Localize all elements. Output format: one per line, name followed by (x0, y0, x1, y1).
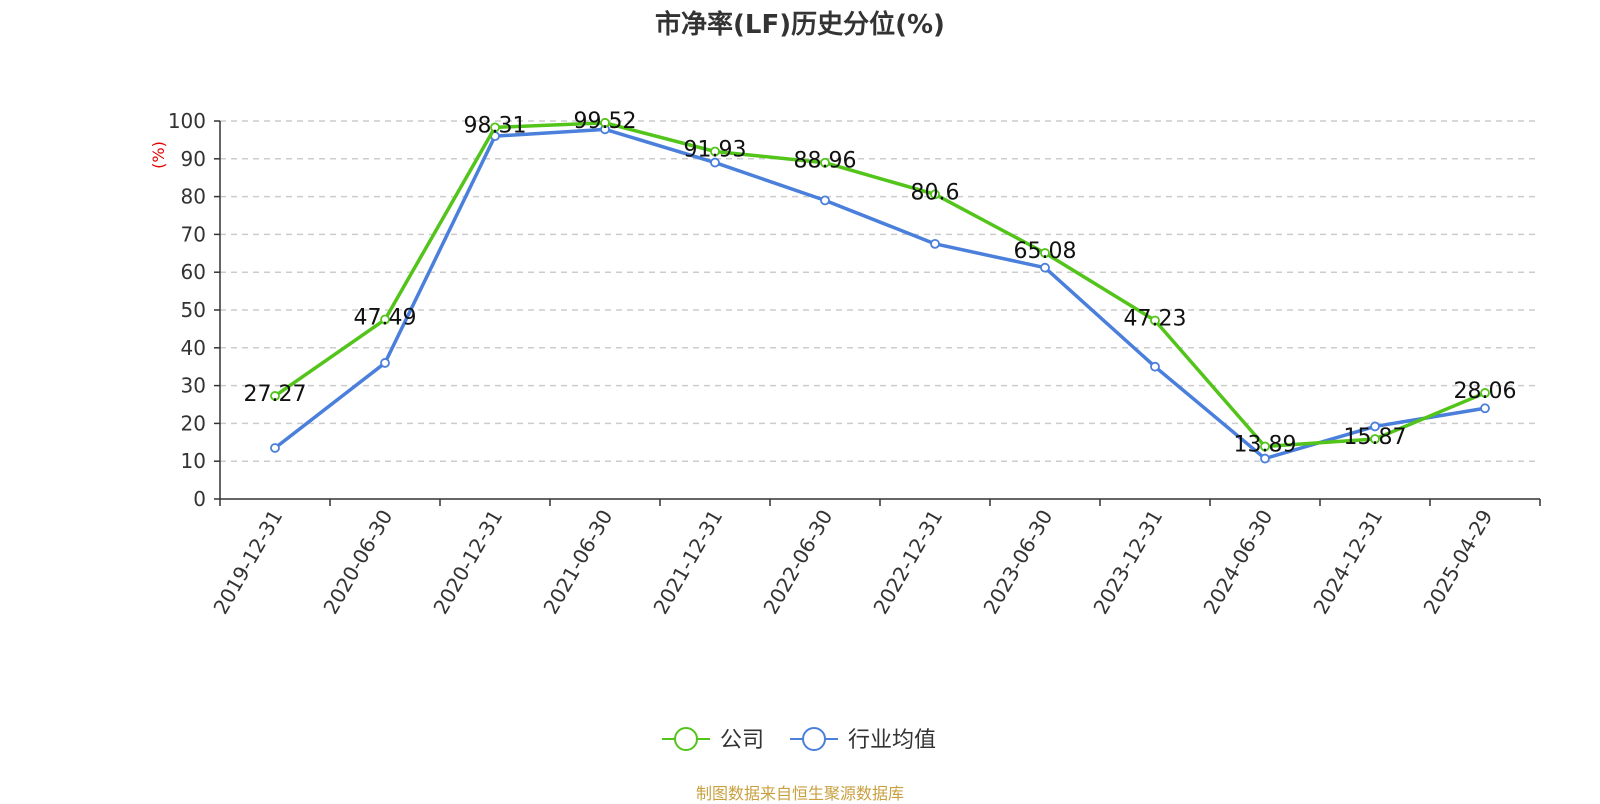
data-label: 13.89 (1234, 432, 1297, 457)
series-point (1480, 403, 1490, 414)
chart-title: 市净率(LF)历史分位(%) (655, 10, 945, 40)
x-tick-label: 2023-06-30 (978, 506, 1057, 619)
y-tick-label: 90 (181, 147, 206, 171)
data-label: 28.06 (1454, 379, 1517, 404)
series-point (1260, 441, 1270, 452)
series-point (1370, 434, 1380, 444)
series-point (930, 189, 940, 200)
y-axis-label: (%) (149, 141, 168, 169)
y-tick-label: 100 (168, 109, 206, 133)
legend-marker (802, 727, 826, 751)
series-point (820, 157, 830, 168)
x-tick-label: 2020-12-31 (428, 506, 507, 619)
y-tick-label: 20 (181, 411, 206, 435)
series-point (820, 195, 830, 206)
y-tick-label: 50 (181, 298, 206, 322)
series-point (930, 238, 940, 249)
y-tick-label: 0 (193, 487, 206, 511)
legend: 公司 行业均值 (662, 727, 936, 753)
series-point (1370, 421, 1380, 432)
y-tick-label: 60 (181, 260, 206, 284)
series-point (380, 358, 390, 368)
data-label: 47.49 (354, 305, 417, 330)
series-point (270, 443, 280, 453)
series-point (710, 157, 720, 168)
x-tick-label: 2021-06-30 (538, 506, 617, 619)
legend-label: 公司 (720, 728, 764, 753)
x-tick-label: 2020-06-30 (318, 506, 397, 619)
x-tick-label: 2025-04-29 (1418, 506, 1497, 619)
data-label: 15.87 (1344, 425, 1407, 450)
series-point (490, 122, 500, 133)
y-tick-label: 10 (181, 449, 206, 473)
series-layer (270, 117, 1490, 464)
series-point (1040, 262, 1050, 273)
legend-label: 行业均值 (848, 728, 936, 753)
data-label: 80.6 (911, 180, 960, 205)
axis-layer: 0 10 20 30 40 50 60 70 80 90 100 2019-12-31 2020-06-… (168, 109, 1541, 619)
x-tick-label: 2023-12-31 (1088, 506, 1167, 619)
source-note: 制图数据来自恒生聚源数据库 (695, 784, 904, 803)
label-layer: 27.27 47.49 98.31 99.52 91.93 88.96 80.6 65.08 4… (244, 109, 1517, 458)
data-label: 27.27 (244, 382, 307, 407)
grid-layer (220, 120, 1540, 462)
x-tick-label: 2022-06-30 (758, 506, 837, 619)
series-line-1 (273, 127, 1486, 461)
y-tick-label: 40 (181, 336, 206, 360)
series-point (1150, 315, 1160, 326)
series-point (1040, 248, 1050, 258)
series-point (270, 391, 280, 401)
x-tick-label: 2019-12-31 (208, 506, 287, 619)
y-tick-label: 80 (181, 185, 206, 209)
series-point (710, 146, 720, 157)
legend-marker (674, 727, 698, 751)
y-tick-label: 70 (181, 222, 206, 246)
data-label: 91.93 (684, 138, 747, 163)
series-point (1150, 361, 1160, 372)
y-tick-label: 30 (181, 374, 206, 398)
data-label: 98.31 (464, 113, 527, 138)
series-point (600, 117, 610, 128)
x-tick-label: 2021-12-31 (648, 506, 727, 619)
series-point (380, 314, 390, 325)
series-point (1480, 388, 1490, 398)
data-label: 65.08 (1014, 239, 1077, 264)
data-label: 99.52 (574, 109, 637, 134)
x-tick-label: 2022-12-31 (868, 506, 947, 619)
series-point (1260, 453, 1270, 464)
data-label: 88.96 (794, 149, 857, 174)
x-tick-label: 2024-12-31 (1308, 506, 1387, 619)
data-label: 47.23 (1124, 306, 1187, 331)
x-tick-label: 2024-06-30 (1198, 506, 1277, 619)
series-line-0 (274, 121, 1486, 449)
